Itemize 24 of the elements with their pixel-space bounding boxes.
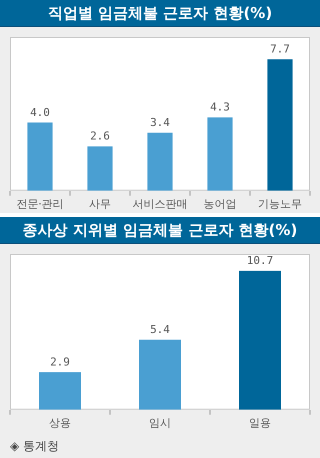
data-label: 4.0 — [30, 106, 50, 119]
x-tick-label: 전문·관리 — [16, 197, 64, 210]
x-tick-label: 서비스판매 — [132, 197, 188, 210]
x-tick-label: 농어업 — [204, 197, 236, 210]
data-label: 2.9 — [50, 356, 70, 369]
chart-title: 종사상 지위별 임금체불 근로자 현황(%) — [0, 217, 320, 244]
bar — [207, 117, 233, 191]
data-label: 3.4 — [150, 116, 170, 130]
text: ◈ 통계청 — [9, 438, 60, 455]
bar — [147, 132, 173, 191]
data-label: 7.7 — [270, 42, 290, 56]
x-tick-label: 기능노무 — [258, 197, 302, 210]
bar — [87, 146, 113, 191]
bar — [27, 122, 53, 191]
x-tick-label: 상용 — [49, 416, 71, 430]
data-label: 4.3 — [210, 100, 230, 114]
bar — [267, 59, 293, 191]
data-label: 2.6 — [90, 130, 110, 143]
x-tick-label: 일용 — [249, 416, 271, 430]
data-label: 5.4 — [150, 323, 170, 336]
data-label: 10.7 — [246, 254, 274, 268]
x-tick-label: 사무 — [89, 197, 111, 210]
chart-title: 직업별 임금체불 근로자 현황(%) — [0, 0, 320, 27]
x-tick-label: 임시 — [149, 416, 171, 430]
